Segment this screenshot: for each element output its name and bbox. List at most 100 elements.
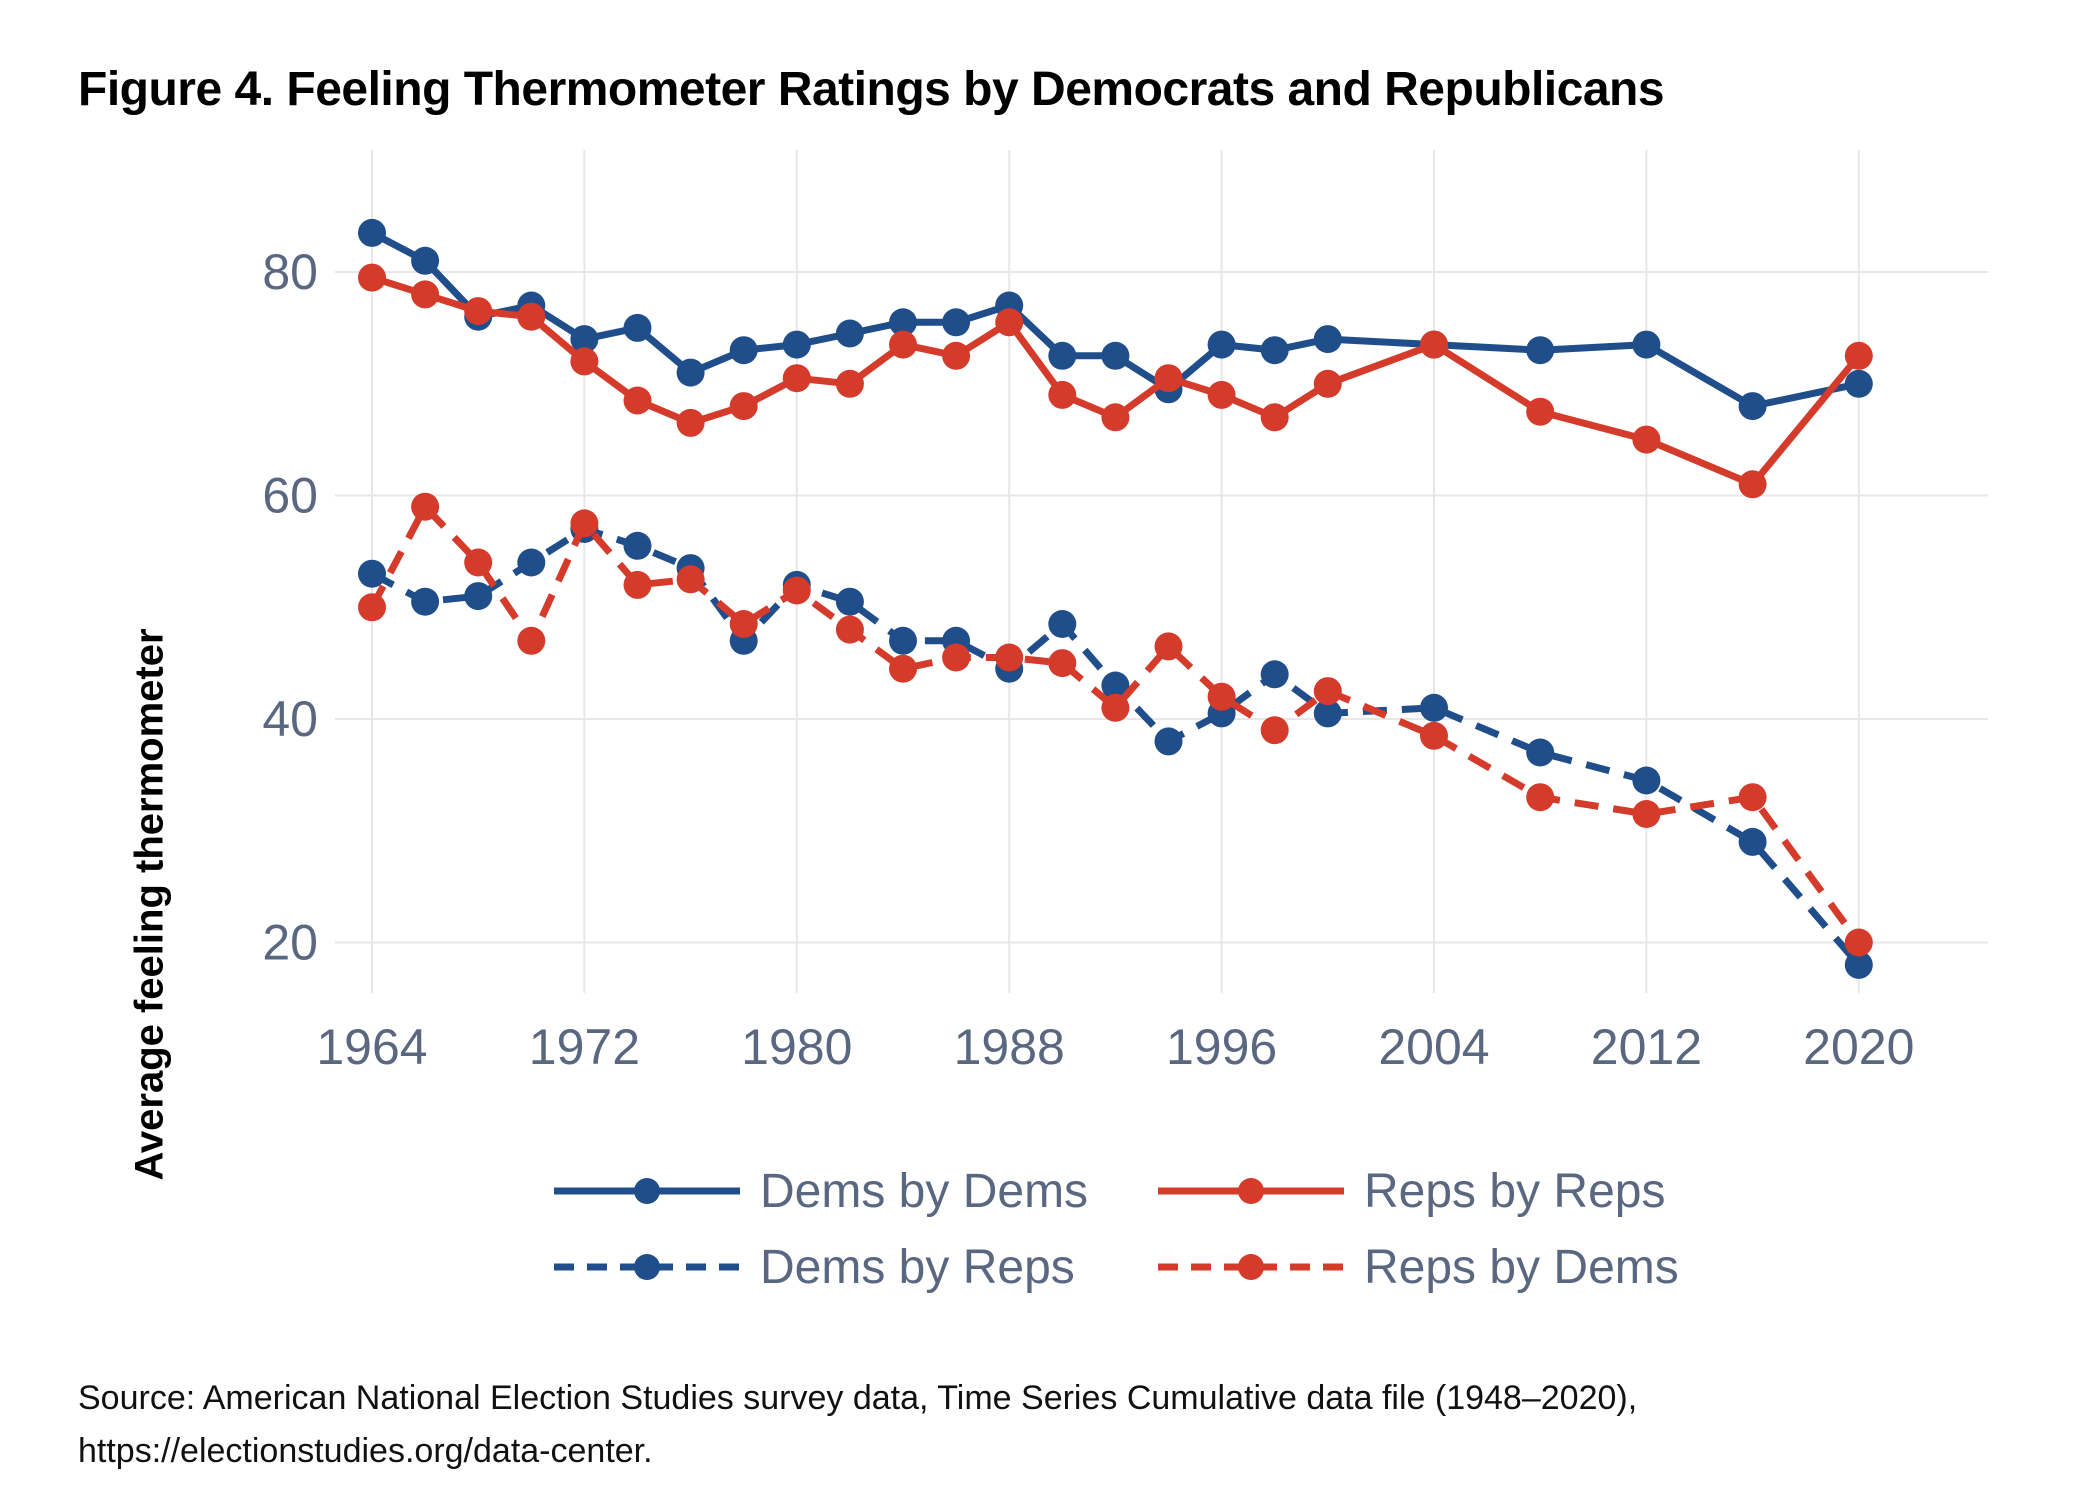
x-tick-label: 1988 [954,1019,1065,1075]
data-point-dems-by-reps [889,626,917,655]
data-point-reps-by-reps [1632,425,1661,454]
data-point-reps-by-dems [358,593,386,622]
data-point-dems-by-dems [1101,341,1130,370]
data-point-dems-by-reps [358,559,386,588]
data-point-dems-by-reps [1260,660,1289,689]
data-point-dems-by-reps [835,587,864,616]
data-point-reps-by-dems [1154,632,1183,661]
data-point-dems-by-reps [1632,766,1661,795]
data-point-reps-by-dems [570,509,599,538]
series-reps-by-dems [358,492,1873,957]
data-point-dems-by-dems [1844,369,1873,398]
data-point-reps-by-dems [1101,693,1130,722]
data-point-dems-by-dems [570,325,599,354]
x-tick-label: 2012 [1591,1019,1702,1075]
x-tick-label: 1996 [1166,1019,1277,1075]
legend-item-dems-by-dems: Dems by Dems [552,1160,1156,1222]
data-point-dems-by-dems [358,218,386,247]
data-point-dems-by-reps [1738,827,1767,856]
data-point-reps-by-reps [358,263,386,292]
data-point-reps-by-dems [995,643,1024,672]
chart-legend: Dems by Dems Reps by Reps Dems by Reps Reps… [552,1160,1752,1298]
data-point-dems-by-dems [411,246,440,275]
series-line-reps-by-reps [370,274,1862,488]
source-line-1: Source: American National Election Studi… [78,1379,1638,1417]
series-line-dems-by-reps [370,525,1862,968]
data-point-dems-by-reps [1154,727,1183,756]
data-point-reps-by-dems [517,626,546,655]
data-point-dems-by-dems [1048,341,1077,370]
data-point-reps-by-reps [411,280,440,309]
data-point-reps-by-dems [1526,783,1555,812]
legend-item-dems-by-reps: Dems by Reps [552,1236,1156,1298]
data-point-dems-by-dems [782,330,811,359]
legend-label: Reps by Dems [1364,1240,1679,1294]
data-point-dems-by-dems [1207,330,1236,359]
data-point-reps-by-dems [835,615,864,644]
data-point-dems-by-dems [889,308,917,337]
series-reps-by-reps [358,263,1873,499]
data-point-reps-by-reps [889,330,917,359]
data-point-reps-by-dems [942,643,971,672]
data-point-reps-by-dems [676,565,705,594]
y-tick-label: 40 [262,691,318,747]
data-point-reps-by-dems [1738,783,1767,812]
data-point-reps-by-reps [623,386,652,415]
series-line-dems-by-dems [370,229,1860,410]
legend-dot [634,1178,660,1204]
data-point-dems-by-dems [1738,392,1767,421]
data-point-reps-by-reps [570,347,599,376]
data-point-reps-by-reps [1154,364,1183,393]
data-point-dems-by-reps [517,548,546,577]
legend-label: Dems by Reps [760,1240,1075,1294]
data-point-reps-by-dems [889,654,917,683]
x-tick-label: 2020 [1803,1019,1914,1075]
data-point-reps-by-reps [1844,341,1873,370]
data-point-reps-by-dems [464,548,493,577]
data-point-reps-by-reps [1207,380,1236,409]
data-point-reps-by-dems [1420,721,1448,750]
legend-dot [1238,1254,1264,1280]
data-point-dems-by-dems [1260,336,1289,365]
data-point-reps-by-dems [1632,800,1661,828]
data-point-reps-by-dems [1048,649,1077,678]
data-point-dems-by-dems [1632,330,1661,359]
legend-item-reps-by-reps: Reps by Reps [1156,1160,1752,1222]
data-point-dems-by-dems [729,336,758,365]
data-point-reps-by-reps [1420,330,1448,359]
series-line-reps-by-dems [368,503,1862,945]
data-point-reps-by-dems [411,492,440,521]
data-point-dems-by-reps [1313,699,1342,728]
data-point-reps-by-dems [1844,928,1873,957]
data-point-reps-by-reps [464,297,493,326]
data-point-reps-by-reps [995,308,1024,337]
data-point-reps-by-reps [1260,403,1289,432]
data-point-reps-by-reps [1048,380,1077,409]
data-point-dems-by-reps [1844,950,1873,979]
data-point-reps-by-reps [942,341,971,370]
data-point-dems-by-reps [464,582,493,611]
data-point-reps-by-dems [1207,682,1236,711]
data-point-reps-by-dems [623,570,652,599]
data-point-dems-by-dems [623,313,652,342]
data-point-reps-by-dems [1313,677,1342,706]
legend-swatch-solid-line-icon [1158,1178,1344,1204]
data-point-reps-by-dems [782,576,811,605]
data-point-reps-by-reps [782,364,811,393]
source-line-2: https://electionstudies.org/data-center. [78,1431,653,1470]
data-point-dems-by-dems [835,319,864,348]
data-point-reps-by-reps [1313,369,1342,398]
data-point-reps-by-reps [1738,470,1767,499]
data-point-reps-by-reps [517,302,546,331]
axis-tick-labels: 20 40 60 80 1964 1972 1980 1988 1996 2004 2012 2020 [262,244,1914,1075]
data-point-reps-by-dems [1260,716,1289,745]
data-point-dems-by-dems [676,358,705,387]
y-tick-label: 20 [262,915,318,971]
x-tick-label: 1964 [316,1019,427,1075]
data-point-dems-by-reps [411,587,440,616]
y-tick-label: 80 [262,244,318,300]
x-tick-label: 2004 [1378,1019,1489,1075]
data-point-dems-by-reps [1101,671,1130,700]
